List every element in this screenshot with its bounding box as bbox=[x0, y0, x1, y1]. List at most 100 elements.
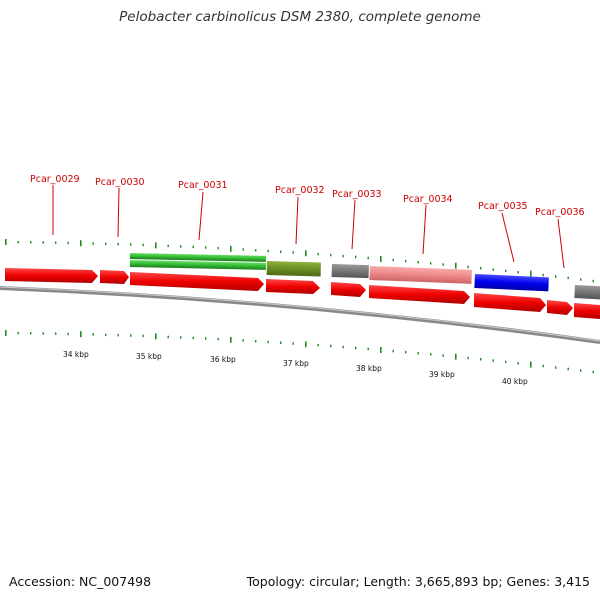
minor-tick bbox=[30, 332, 32, 335]
minor-tick bbox=[142, 334, 144, 338]
minor-tick bbox=[580, 278, 582, 281]
genome-backbone bbox=[0, 286, 600, 344]
gene-label[interactable]: Pcar_0034 bbox=[403, 194, 453, 205]
minor-tick bbox=[480, 267, 482, 270]
major-tick bbox=[305, 250, 307, 257]
minor-tick bbox=[467, 356, 469, 360]
major-tick bbox=[380, 347, 382, 353]
minor-tick bbox=[592, 279, 594, 283]
minor-tick bbox=[492, 359, 494, 362]
cds-arrow bbox=[331, 282, 366, 297]
cds-arrow bbox=[5, 268, 98, 283]
genome-summary-text: Topology: circular; Length: 3,665,893 bp… bbox=[246, 574, 590, 589]
minor-tick bbox=[217, 337, 219, 341]
major-tick bbox=[230, 336, 232, 343]
minor-tick bbox=[255, 340, 257, 343]
minor-tick bbox=[92, 333, 94, 336]
major-tick bbox=[530, 270, 532, 277]
minor-tick bbox=[105, 333, 107, 337]
minor-tick bbox=[505, 360, 507, 364]
minor-tick bbox=[67, 241, 69, 245]
kbp-axis-labels: 34 kbp 35 kbp 36 kbp 37 kbp 38 kbp 39 kb… bbox=[63, 350, 528, 386]
major-tick bbox=[5, 239, 7, 245]
minor-tick bbox=[92, 242, 94, 245]
pink-feature bbox=[369, 266, 472, 284]
minor-tick bbox=[492, 268, 494, 271]
minor-tick bbox=[517, 362, 519, 365]
minor-tick bbox=[17, 331, 19, 335]
cds-arrow bbox=[130, 272, 264, 291]
grey-feature bbox=[574, 285, 600, 300]
major-tick bbox=[80, 331, 82, 338]
minor-tick bbox=[105, 242, 107, 246]
minor-tick bbox=[430, 353, 432, 356]
genome-backbone-highlight bbox=[0, 286, 600, 342]
cds-arrow bbox=[547, 300, 573, 315]
minor-tick bbox=[242, 339, 244, 342]
minor-tick bbox=[430, 262, 432, 265]
minor-tick bbox=[42, 241, 44, 244]
minor-tick bbox=[417, 352, 419, 355]
minor-tick bbox=[55, 241, 57, 244]
minor-tick bbox=[592, 370, 594, 374]
kbp-label: 38 kbp bbox=[356, 364, 382, 373]
minor-tick bbox=[280, 250, 282, 253]
gene-label[interactable]: Pcar_0030 bbox=[95, 177, 145, 188]
accession-text: Accession: NC_007498 bbox=[9, 574, 152, 589]
minor-tick bbox=[467, 265, 469, 269]
cds-arrow bbox=[266, 279, 320, 294]
gene-label[interactable]: Pcar_0036 bbox=[535, 207, 585, 218]
minor-tick bbox=[180, 245, 182, 248]
major-tick bbox=[80, 240, 82, 247]
minor-tick bbox=[317, 343, 319, 347]
minor-tick bbox=[317, 252, 319, 256]
feature-track-upper bbox=[5, 252, 600, 300]
minor-tick bbox=[292, 251, 294, 254]
kbp-label: 35 kbp bbox=[136, 352, 162, 361]
tick-row-top bbox=[5, 239, 594, 283]
minor-tick bbox=[330, 253, 332, 257]
cds-arrow bbox=[100, 270, 129, 284]
gene-label[interactable]: Pcar_0032 bbox=[275, 185, 325, 196]
major-tick bbox=[305, 341, 307, 348]
major-tick bbox=[230, 245, 232, 252]
kbp-label: 39 kbp bbox=[429, 370, 455, 379]
tick-row-bottom bbox=[5, 330, 594, 374]
minor-tick bbox=[505, 269, 507, 273]
major-tick bbox=[5, 330, 7, 336]
minor-tick bbox=[67, 332, 69, 336]
minor-tick bbox=[255, 249, 257, 252]
gene-label[interactable]: Pcar_0033 bbox=[332, 189, 382, 200]
minor-tick bbox=[542, 273, 544, 277]
major-tick bbox=[155, 333, 157, 340]
minor-tick bbox=[280, 341, 282, 344]
cds-arrow bbox=[574, 303, 600, 319]
minor-tick bbox=[192, 336, 194, 340]
minor-tick bbox=[42, 332, 44, 335]
minor-tick bbox=[192, 245, 194, 249]
minor-tick bbox=[517, 271, 519, 274]
minor-tick bbox=[555, 366, 557, 369]
minor-tick bbox=[180, 336, 182, 339]
minor-tick bbox=[342, 254, 344, 258]
minor-tick bbox=[242, 248, 244, 251]
feature-track-lower bbox=[130, 272, 600, 319]
minor-tick bbox=[117, 242, 119, 246]
gene-label-group: Pcar_0029 Pcar_0030 Pcar_0031 Pcar_0032 … bbox=[30, 174, 585, 269]
minor-tick bbox=[405, 259, 407, 263]
minor-tick bbox=[330, 344, 332, 348]
minor-tick bbox=[442, 263, 444, 266]
major-tick bbox=[530, 361, 532, 368]
grey-feature bbox=[331, 264, 369, 279]
minor-tick bbox=[367, 347, 369, 351]
gene-label[interactable]: Pcar_0035 bbox=[478, 201, 528, 212]
map-title: Pelobacter carbinolicus DSM 2380, comple… bbox=[119, 9, 481, 25]
cds-arrow bbox=[474, 293, 546, 312]
gene-label[interactable]: Pcar_0029 bbox=[30, 174, 80, 185]
minor-tick bbox=[292, 342, 294, 345]
kbp-label: 34 kbp bbox=[63, 350, 89, 359]
minor-tick bbox=[205, 246, 207, 249]
minor-tick bbox=[355, 346, 357, 350]
minor-tick bbox=[55, 332, 57, 335]
gene-label[interactable]: Pcar_0031 bbox=[178, 180, 228, 191]
